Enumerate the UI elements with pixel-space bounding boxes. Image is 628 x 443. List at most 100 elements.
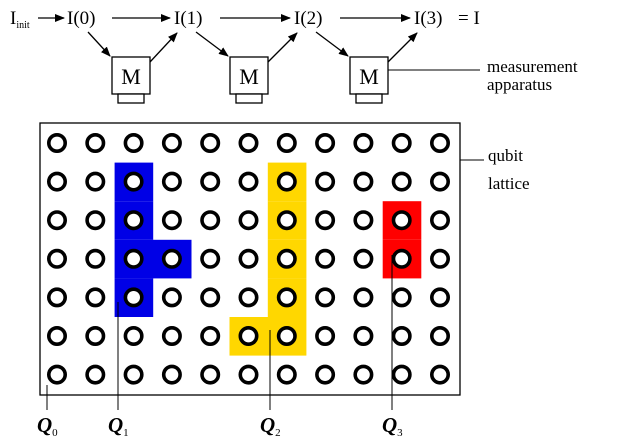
qubit-site xyxy=(46,325,67,346)
qubit-site xyxy=(353,248,374,269)
qubit-site xyxy=(315,210,336,231)
apparatus-3: M xyxy=(315,31,418,104)
qubit-site xyxy=(161,171,182,192)
qubit-site xyxy=(46,171,67,192)
qubit-site xyxy=(238,364,259,385)
qubit-site xyxy=(315,287,336,308)
qubit-site xyxy=(276,364,297,385)
apparatus-1: M xyxy=(87,31,178,104)
qubit-site xyxy=(353,287,374,308)
qubit-site xyxy=(161,210,182,231)
qubit-site xyxy=(200,364,221,385)
qubit-site xyxy=(123,210,144,231)
qubit-site xyxy=(276,325,297,346)
qubit-site xyxy=(353,210,374,231)
qubit-site xyxy=(276,210,297,231)
state-final-eq: = I xyxy=(458,8,480,29)
qubit-site xyxy=(200,171,221,192)
qubit-site xyxy=(123,287,144,308)
qubit-site xyxy=(85,133,106,154)
qubit-site xyxy=(315,325,336,346)
qubit-site xyxy=(429,364,450,385)
qubit-site xyxy=(161,133,182,154)
qubit-site xyxy=(161,364,182,385)
qubit-site xyxy=(200,248,221,269)
state-1: I(1) xyxy=(174,8,202,29)
qubit-site xyxy=(429,171,450,192)
qubit-site xyxy=(46,133,67,154)
qubit-site xyxy=(429,287,450,308)
qubit-site xyxy=(391,133,412,154)
measurement-label-line2: apparatus xyxy=(487,75,552,94)
qubit-site xyxy=(276,248,297,269)
q3-label: Q3 xyxy=(382,413,403,439)
qubit-site xyxy=(85,364,106,385)
qubit-site xyxy=(429,325,450,346)
state-0: I(0) xyxy=(67,8,95,29)
qubit-site xyxy=(391,287,412,308)
qubit-site xyxy=(200,133,221,154)
qubit-site xyxy=(391,171,412,192)
q1-label: Q1 xyxy=(108,413,129,439)
lattice-qubits xyxy=(46,133,450,385)
qubit-site xyxy=(161,287,182,308)
qubit-site xyxy=(315,133,336,154)
qubit-site xyxy=(85,248,106,269)
state-chain: Iinit I(0) I(1) I(2) I(3) = I xyxy=(10,8,480,31)
qubit-site xyxy=(315,171,336,192)
qubit-site xyxy=(353,364,374,385)
measurement-label-line1: measurement xyxy=(487,57,578,76)
qubit-site xyxy=(123,133,144,154)
qubit-site xyxy=(123,325,144,346)
qubit-site xyxy=(46,248,67,269)
qubit-site xyxy=(238,133,259,154)
qubit-site xyxy=(238,171,259,192)
qubit-site xyxy=(276,133,297,154)
apparatus-label: M xyxy=(359,64,379,89)
apparatus-box xyxy=(349,56,389,95)
qubit-site xyxy=(85,210,106,231)
qubit-site xyxy=(353,133,374,154)
qubit-site xyxy=(123,171,144,192)
qubit-site xyxy=(85,325,106,346)
lattice-label-line2: lattice xyxy=(488,174,530,193)
qubit-site xyxy=(46,364,67,385)
state-2: I(2) xyxy=(294,8,322,29)
qubit-site xyxy=(46,210,67,231)
qubit-site xyxy=(238,325,259,346)
lattice-label-line1: qubit xyxy=(488,146,523,165)
qubit-site xyxy=(85,171,106,192)
apparatus-base xyxy=(117,93,145,104)
qubit-site xyxy=(429,133,450,154)
qubit-site xyxy=(391,210,412,231)
qubit-site xyxy=(391,248,412,269)
qubit-site xyxy=(161,325,182,346)
apparatus-label: M xyxy=(121,64,141,89)
qubit-site xyxy=(200,287,221,308)
qubit-site xyxy=(429,248,450,269)
qubit-site xyxy=(46,287,67,308)
q2-label: Q2 xyxy=(260,413,281,439)
apparatus-base xyxy=(355,93,383,104)
apparatus-label: M xyxy=(239,64,259,89)
apparatus-base xyxy=(235,93,263,104)
state-init: Iinit xyxy=(10,8,30,31)
qubit-site xyxy=(276,287,297,308)
qubit-site xyxy=(123,364,144,385)
qubit-site xyxy=(238,287,259,308)
qubit-site xyxy=(391,364,412,385)
apparatus-box xyxy=(111,56,151,95)
qubit-site xyxy=(315,364,336,385)
state-3: I(3) xyxy=(414,8,442,29)
qubit-site xyxy=(238,210,259,231)
qubit-site xyxy=(200,210,221,231)
qubit-site xyxy=(161,248,182,269)
qubit-site xyxy=(238,248,259,269)
qubit-site xyxy=(315,248,336,269)
qubit-site xyxy=(353,325,374,346)
qubit-site xyxy=(85,287,106,308)
qubit-site xyxy=(200,325,221,346)
qubit-site xyxy=(391,325,412,346)
qubit-site xyxy=(123,248,144,269)
